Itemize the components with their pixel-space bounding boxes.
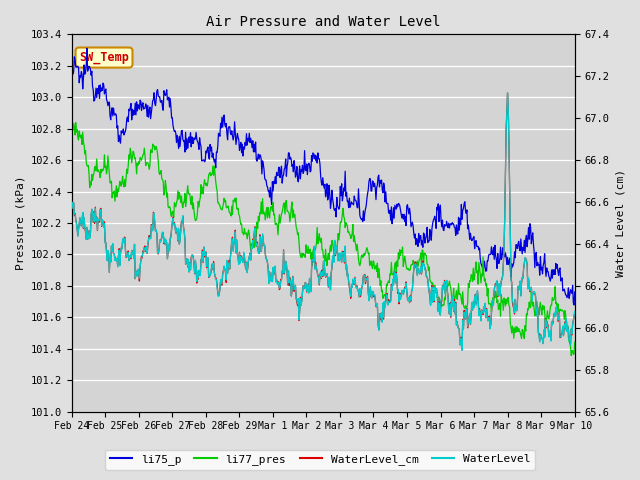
Y-axis label: Pressure (kPa): Pressure (kPa) <box>15 176 25 270</box>
Legend: li75_p, li77_pres, WaterLevel_cm, WaterLevel: li75_p, li77_pres, WaterLevel_cm, WaterL… <box>105 450 535 469</box>
Y-axis label: Water Level (cm): Water Level (cm) <box>615 169 625 277</box>
Text: SW_Temp: SW_Temp <box>79 51 129 64</box>
Title: Air Pressure and Water Level: Air Pressure and Water Level <box>206 15 440 29</box>
